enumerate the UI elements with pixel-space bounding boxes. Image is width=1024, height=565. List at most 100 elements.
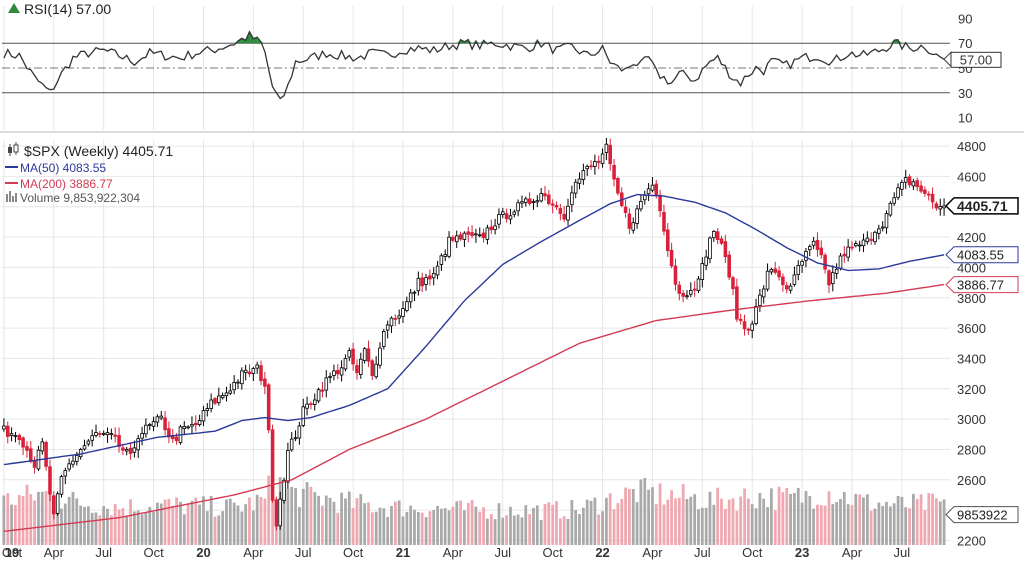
x-tick-label: Apr — [243, 545, 264, 560]
volume-bar — [370, 512, 374, 545]
volume-bar — [478, 511, 482, 545]
candle — [535, 195, 540, 208]
candle — [685, 290, 689, 300]
candle — [777, 266, 781, 281]
candle — [270, 424, 275, 503]
price-tick-label: 2200 — [957, 533, 986, 548]
volume-bar — [259, 497, 263, 545]
volume-bar — [344, 498, 347, 545]
volume-bar — [516, 514, 520, 545]
candle — [420, 272, 424, 293]
volume-bar — [148, 506, 152, 545]
volume-bar — [712, 504, 716, 545]
candle — [381, 328, 386, 350]
candle — [339, 360, 344, 382]
volume-bar — [252, 510, 255, 545]
volume-bar — [658, 483, 662, 545]
candle — [216, 387, 221, 406]
volume-bar — [98, 515, 102, 545]
candle — [193, 415, 198, 432]
volume-bar — [620, 498, 624, 545]
candle — [857, 240, 862, 252]
candle — [6, 421, 10, 444]
volume-bar — [731, 498, 735, 545]
volume-bar — [551, 504, 555, 545]
candle — [850, 241, 854, 251]
candle — [385, 320, 390, 339]
candle — [305, 396, 309, 416]
candle — [140, 426, 144, 446]
candle — [343, 354, 348, 372]
volume-legend-label: Volume 9,853,922,304 — [20, 191, 140, 205]
candle — [700, 257, 705, 288]
volume-bar — [850, 505, 854, 545]
volume-bar — [67, 496, 71, 545]
candle — [639, 194, 643, 212]
volume-bar — [248, 497, 251, 545]
volume-bar — [459, 500, 462, 545]
price-tick-label: 3800 — [957, 291, 986, 306]
candle — [86, 439, 91, 447]
candle — [370, 359, 375, 380]
volume-bar — [110, 515, 113, 545]
volume-bar — [133, 511, 136, 545]
ma50-legend-label: MA(50) 4083.55 — [20, 161, 106, 175]
volume-bar — [136, 510, 140, 545]
volume-bar — [693, 494, 697, 545]
volume-bar — [750, 504, 754, 545]
volume-bar — [681, 484, 685, 545]
candle — [13, 431, 18, 443]
candle — [927, 191, 931, 201]
candle — [220, 392, 225, 400]
candle — [608, 138, 612, 171]
x-tick-label: Oct — [343, 545, 364, 560]
volume-bar — [674, 498, 677, 545]
volume-bar — [390, 506, 393, 545]
volume-bar — [244, 504, 248, 545]
candle — [554, 201, 559, 210]
candle — [911, 178, 916, 191]
volume-bar — [213, 516, 217, 545]
candle — [328, 372, 332, 384]
x-tick-label: Apr — [842, 545, 863, 560]
candle — [90, 429, 94, 447]
volume-bar — [670, 490, 673, 545]
candle — [447, 231, 451, 259]
volume-bar — [175, 497, 178, 545]
candle — [351, 342, 355, 371]
volume-bar — [589, 500, 593, 545]
volume-bar — [2, 495, 6, 545]
volume-bar — [808, 496, 812, 545]
volume-bar — [789, 494, 792, 545]
rsi-legend-icon — [8, 3, 20, 13]
candle — [366, 340, 371, 367]
candle — [880, 221, 885, 232]
candle — [681, 289, 685, 303]
volume-bar — [482, 507, 485, 545]
x-tick-label: Jul — [295, 545, 312, 560]
volume-bar — [781, 492, 785, 545]
volume-bar — [716, 487, 720, 545]
candle — [516, 199, 520, 217]
volume-bar — [321, 505, 324, 545]
volume-bar — [455, 501, 459, 545]
candle — [669, 242, 674, 269]
candle — [765, 263, 770, 292]
volume-bar — [727, 499, 731, 545]
candle — [151, 416, 156, 432]
candle — [474, 228, 478, 243]
volume-bar — [689, 496, 693, 545]
candle — [884, 210, 889, 234]
x-tick-label: Apr — [443, 545, 464, 560]
candle — [489, 219, 494, 234]
price-tick-label: 4800 — [957, 139, 986, 154]
volume-bar — [121, 508, 125, 545]
candle — [462, 231, 467, 248]
candle — [67, 458, 71, 472]
volume-bar — [463, 510, 466, 545]
candle — [98, 430, 102, 438]
volume-bar — [854, 494, 858, 545]
volume-bar — [635, 502, 639, 545]
volume-bar — [842, 492, 846, 545]
volume-bar — [938, 501, 942, 545]
